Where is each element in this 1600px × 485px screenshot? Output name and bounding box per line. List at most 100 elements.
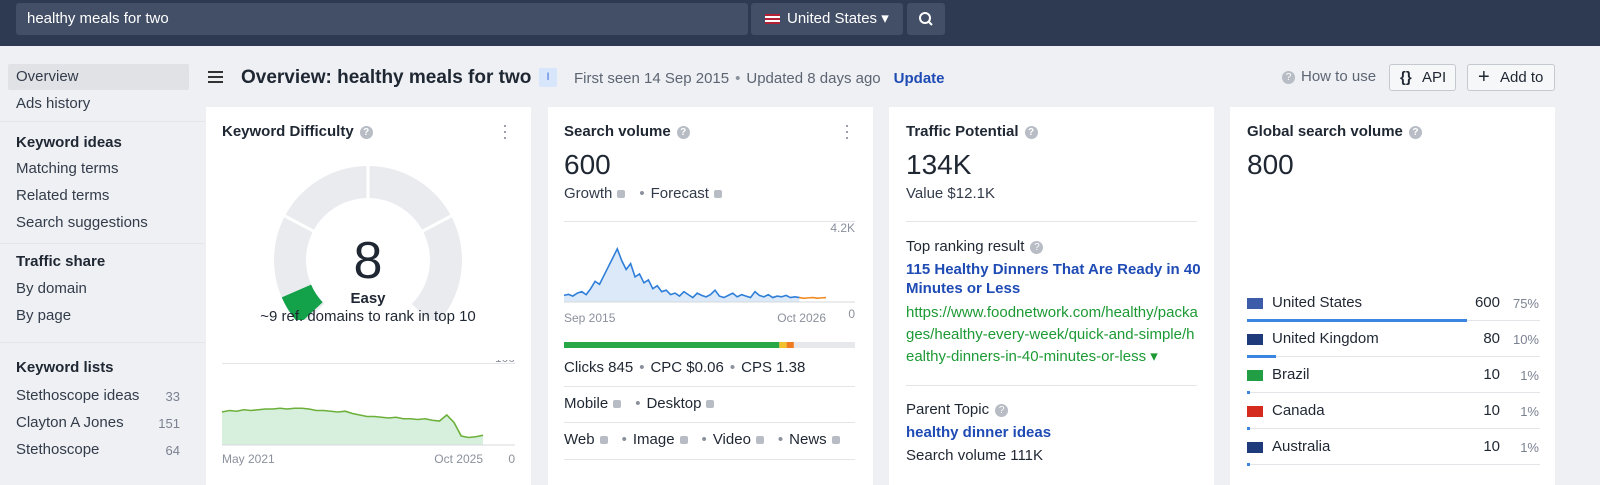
row-sep xyxy=(1247,392,1540,393)
country-volume: 10 xyxy=(1483,438,1500,455)
card-title: Keyword Difficulty? xyxy=(222,123,373,141)
sv-chart: 0 4.2K Sep 2015 Oct 2026 xyxy=(563,222,855,348)
serp-type: Video xyxy=(712,431,751,448)
nav-item[interactable]: By page xyxy=(16,307,72,324)
y-tick-label: 0 xyxy=(508,452,515,466)
sv-value: 600 xyxy=(564,149,611,180)
share-bar xyxy=(1247,355,1277,358)
nav-item[interactable]: Overview xyxy=(16,68,79,85)
row-sep xyxy=(1247,464,1540,465)
row-sep xyxy=(1247,428,1540,429)
country-name: Canada xyxy=(1272,402,1325,419)
top-result-url[interactable]: https://www.foodnetwork.com/healthy/pack… xyxy=(906,304,1198,365)
flag xyxy=(765,14,780,24)
kd-value: 8 xyxy=(353,232,383,290)
line xyxy=(799,296,827,300)
country-name: United States xyxy=(1272,294,1363,311)
top-result-label: Top ranking result? xyxy=(906,238,1044,256)
add-label: Add to xyxy=(1500,69,1544,86)
page-title: Overview: healthy meals for two xyxy=(241,67,532,88)
how-to-use[interactable]: ? How to use xyxy=(1282,68,1376,86)
parent-topic[interactable]: healthy dinner ideas xyxy=(906,424,1052,441)
active-bg xyxy=(8,64,189,90)
nav-item[interactable]: Search suggestions xyxy=(16,214,148,231)
gv-value: 800 xyxy=(1247,149,1294,180)
nav-heading: Keyword lists xyxy=(16,359,114,376)
x-label: May 2021 xyxy=(222,452,275,466)
area xyxy=(564,248,800,302)
serp-type: Web xyxy=(564,431,595,448)
search-input[interactable]: healthy meals for two xyxy=(16,3,748,35)
card-title: Traffic Potential? xyxy=(906,123,1038,141)
country-volume: 10 xyxy=(1483,402,1500,419)
kd-rating: Easy xyxy=(350,290,386,307)
area xyxy=(222,408,483,445)
updated: Updated 8 days ago xyxy=(746,70,881,87)
parent-volume: Search volume 111K xyxy=(906,447,1044,464)
how-to-use-label: How to use xyxy=(1301,68,1377,85)
update-link[interactable]: Update xyxy=(893,70,945,87)
search-button[interactable] xyxy=(907,3,945,35)
share-bar xyxy=(1247,427,1250,430)
line xyxy=(563,246,800,299)
y-tick-label: 4.2K xyxy=(830,222,855,235)
api-button[interactable]: {} API xyxy=(1389,64,1456,91)
click-bar xyxy=(564,342,780,348)
row-sep xyxy=(1247,356,1540,357)
clicks: Clicks 845 xyxy=(564,359,634,376)
country-name: Brazil xyxy=(1272,366,1310,383)
country-share: 75% xyxy=(1512,296,1539,311)
gv-card xyxy=(1230,107,1555,485)
list-count: 151 xyxy=(158,416,180,431)
label: Top ranking result xyxy=(906,238,1025,255)
country-volume: 10 xyxy=(1483,366,1500,383)
search-icon xyxy=(919,12,933,26)
list-count: 64 xyxy=(165,443,180,458)
serp-type: News xyxy=(789,431,827,448)
list-item[interactable]: Stethoscope ideas xyxy=(16,387,140,404)
menu-dots[interactable]: · · · xyxy=(502,115,508,147)
nav-item[interactable]: Ads history xyxy=(16,95,91,112)
menu-dots[interactable]: · · · xyxy=(844,115,850,147)
kd-title: Keyword Difficulty xyxy=(222,123,354,140)
y-tick-label: 0 xyxy=(848,307,855,321)
flag xyxy=(1247,298,1263,309)
list-item[interactable]: Clayton A Jones xyxy=(16,414,124,431)
click-bar xyxy=(793,342,855,348)
flag xyxy=(1247,334,1263,345)
sv-title: Search volume xyxy=(564,123,671,140)
country: United States xyxy=(787,10,878,27)
flag xyxy=(1247,406,1263,417)
nav-item[interactable]: Related terms xyxy=(16,187,110,204)
nav-item[interactable]: Matching terms xyxy=(16,160,119,177)
sv-sub: Growth • Forecast xyxy=(564,185,730,203)
parent-topic-label: Parent Topic? xyxy=(906,401,1009,419)
label: Parent Topic xyxy=(906,401,990,418)
nav-item[interactable]: By domain xyxy=(16,280,87,297)
url: https://www.foodnetwork.com/healthy/pack… xyxy=(906,304,1198,365)
first-seen: First seen 14 Sep 2015 xyxy=(574,70,730,87)
tp-title: Traffic Potential xyxy=(906,123,1019,140)
badge: I xyxy=(539,68,557,87)
kd-note: ~9 ref. domains to rank in top 10 xyxy=(260,308,476,325)
country-volume: 600 xyxy=(1474,294,1500,311)
gauge-fill xyxy=(281,284,323,320)
x-label: Oct 2025 xyxy=(434,452,483,466)
list-item[interactable]: Stethoscope xyxy=(16,441,100,458)
sv-metrics: Clicks 845 • CPC $0.06 • CPS 1.38 xyxy=(564,359,806,376)
x-label: Oct 2026 xyxy=(777,311,826,325)
tp-card xyxy=(889,107,1214,485)
flag xyxy=(1247,442,1263,453)
nav-heading: Traffic share xyxy=(16,253,106,270)
line xyxy=(221,407,484,439)
menu-icon[interactable] xyxy=(208,70,224,84)
growth: Growth xyxy=(564,185,613,202)
click-bar xyxy=(779,342,787,348)
add-button[interactable]: + Add to xyxy=(1467,64,1555,91)
card-title: Search volume? xyxy=(564,123,690,141)
tp-usd: Value $12.1K xyxy=(906,185,995,202)
top-result-title[interactable]: 115 Healthy Dinners That Are Ready in 40… xyxy=(906,261,1201,297)
serp-type: Image xyxy=(632,431,675,448)
forecast: Forecast xyxy=(650,185,709,202)
country-share: 1% xyxy=(1520,404,1539,419)
